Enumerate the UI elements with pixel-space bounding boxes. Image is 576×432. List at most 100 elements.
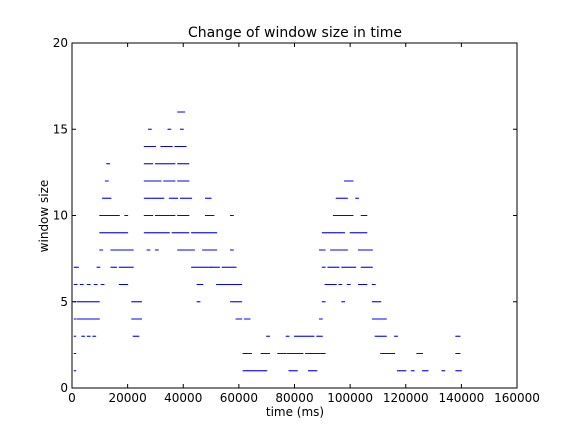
data-point <box>344 266 346 268</box>
data-point <box>352 232 354 234</box>
data-point <box>303 335 305 337</box>
data-point <box>339 232 341 234</box>
data-point <box>163 180 165 182</box>
data-point <box>138 318 140 320</box>
data-point <box>182 111 184 113</box>
data-point <box>236 301 238 303</box>
data-point <box>78 301 80 303</box>
data-point <box>161 215 163 216</box>
data-point <box>266 353 268 354</box>
data-point <box>154 180 156 182</box>
data-point <box>94 335 96 337</box>
data-point <box>92 335 94 337</box>
data-point <box>396 335 398 337</box>
data-point <box>302 353 304 354</box>
data-point <box>339 284 341 285</box>
data-point <box>309 370 311 372</box>
data-point <box>185 163 187 165</box>
data-point <box>147 146 149 147</box>
data-point <box>99 266 101 268</box>
data-point <box>86 301 88 303</box>
data-point <box>348 180 350 182</box>
data-point <box>348 215 350 216</box>
data-point <box>118 232 120 234</box>
data-point <box>162 232 164 234</box>
data-point <box>368 266 370 268</box>
data-point <box>154 180 156 182</box>
data-point <box>268 335 270 337</box>
data-point <box>126 249 128 251</box>
data-point <box>208 266 210 268</box>
data-point <box>290 353 292 354</box>
data-point <box>126 215 128 216</box>
data-point <box>248 318 250 320</box>
data-point <box>179 180 181 182</box>
data-point <box>85 301 87 303</box>
data-point <box>89 284 91 285</box>
data-point <box>310 353 312 354</box>
data-point <box>287 335 289 337</box>
data-point <box>235 284 237 285</box>
data-point <box>138 301 140 303</box>
data-point <box>372 284 374 285</box>
data-point <box>157 163 159 165</box>
data-point <box>117 249 119 251</box>
data-point <box>232 301 234 303</box>
data-point <box>207 249 209 251</box>
data-point <box>316 335 318 337</box>
data-point <box>132 266 134 268</box>
data-point <box>169 215 171 216</box>
data-point <box>135 318 137 320</box>
data-point <box>202 266 204 268</box>
data-point <box>225 266 227 268</box>
data-point <box>86 301 88 303</box>
data-point <box>307 353 309 354</box>
data-point <box>243 370 245 372</box>
data-point <box>91 318 93 320</box>
data-point <box>337 266 339 268</box>
data-point <box>399 370 401 372</box>
data-point <box>337 266 339 268</box>
data-point <box>369 249 371 251</box>
data-point <box>371 266 373 268</box>
data-point <box>130 266 132 268</box>
data-point <box>166 215 168 216</box>
data-point <box>390 353 392 354</box>
data-point <box>219 284 221 285</box>
data-point <box>356 197 358 199</box>
data-point <box>347 180 349 182</box>
data-point <box>134 301 136 303</box>
data-point <box>150 215 152 216</box>
data-point <box>93 318 95 320</box>
data-point <box>148 215 150 216</box>
data-point <box>148 197 150 199</box>
data-point <box>342 249 344 251</box>
data-point <box>341 301 343 303</box>
data-point <box>204 249 206 251</box>
data-point <box>180 146 182 147</box>
data-point <box>191 266 193 268</box>
data-point <box>126 232 128 234</box>
data-point <box>350 180 352 182</box>
data-point <box>383 353 384 354</box>
data-point <box>159 232 161 234</box>
data-point <box>222 284 224 285</box>
data-point <box>177 111 179 113</box>
data-point <box>250 353 252 354</box>
data-point <box>150 180 152 182</box>
data-point <box>150 146 152 147</box>
data-point <box>106 180 108 182</box>
data-point <box>186 215 188 216</box>
data-point <box>332 284 334 285</box>
data-point <box>184 232 186 234</box>
data-point <box>207 266 209 268</box>
data-point <box>210 249 212 251</box>
data-point <box>211 266 213 268</box>
data-point <box>205 266 206 268</box>
data-point <box>291 370 293 372</box>
data-point <box>81 284 83 285</box>
data-point <box>136 318 138 320</box>
data-point <box>332 266 334 268</box>
data-point <box>364 215 366 216</box>
data-point <box>292 353 294 354</box>
